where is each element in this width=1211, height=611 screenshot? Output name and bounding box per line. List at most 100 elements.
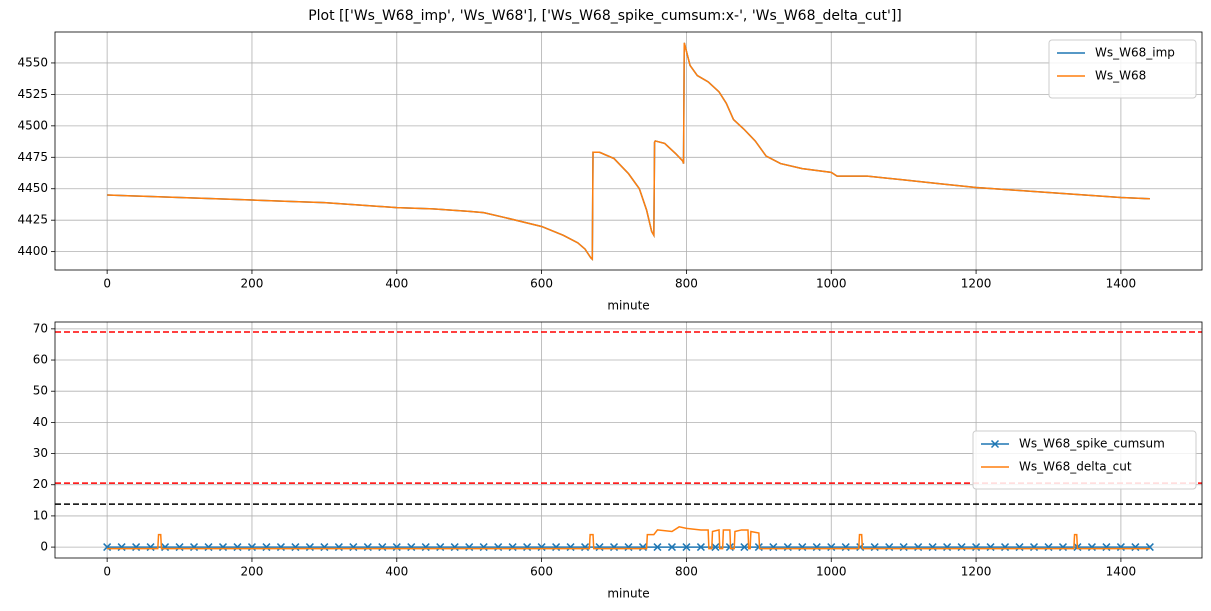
x-tick-label: 600: [530, 277, 553, 291]
point-marker: [305, 543, 314, 552]
point-marker: [479, 543, 488, 552]
point-marker: [334, 543, 343, 552]
point-marker: [103, 543, 112, 552]
point-marker: [595, 543, 604, 552]
plot-area: [107, 42, 1150, 261]
point-marker: [740, 543, 749, 552]
point-marker: [1044, 543, 1053, 552]
legend-label: Ws_W68_spike_cumsum: [1019, 437, 1165, 451]
y-tick-label: 20: [33, 477, 48, 491]
point-marker: [1145, 543, 1154, 552]
point-marker: [204, 543, 213, 552]
point-marker: [161, 543, 170, 552]
y-tick-label: 4475: [17, 150, 48, 164]
point-marker: [1102, 543, 1111, 552]
point-marker: [276, 543, 285, 552]
y-tick-label: 4425: [17, 213, 48, 227]
point-marker: [783, 543, 792, 552]
point-marker: [175, 543, 184, 552]
point-marker: [436, 543, 445, 552]
point-marker: [378, 543, 387, 552]
point-marker: [494, 543, 503, 552]
point-marker: [363, 543, 372, 552]
y-tick-label: 4525: [17, 87, 48, 101]
point-marker: [320, 543, 329, 552]
y-tick-label: 60: [33, 353, 48, 367]
point-marker: [247, 543, 256, 552]
x-tick-label: 0: [103, 277, 111, 291]
x-tick-label: 200: [241, 565, 264, 579]
point-marker: [899, 543, 908, 552]
point-marker: [552, 543, 561, 552]
point-marker: [609, 543, 619, 552]
point-marker: [1015, 543, 1024, 552]
x-tick-label: 400: [385, 565, 408, 579]
point-marker: [537, 543, 546, 552]
series-line: [107, 526, 1150, 550]
point-marker: [566, 543, 575, 552]
point-marker: [870, 543, 879, 552]
point-marker: [653, 543, 662, 552]
point-marker: [262, 543, 271, 552]
point-marker: [1116, 543, 1125, 552]
point-marker: [508, 543, 517, 552]
x-tick-label: 1400: [1106, 277, 1137, 291]
x-tick-label: 800: [675, 565, 698, 579]
y-tick-label: 70: [33, 321, 48, 335]
y-tick-label: 4450: [17, 181, 48, 195]
axes-frame: [54, 31, 1203, 271]
y-tick-label: 4550: [17, 55, 48, 69]
series-line: [107, 42, 1150, 261]
point-marker: [696, 543, 705, 552]
point-marker: [1131, 543, 1140, 552]
x-tick-label: 1200: [961, 565, 992, 579]
point-marker: [291, 543, 300, 552]
point-marker: [523, 543, 532, 552]
legend-label: Ws_W68: [1095, 69, 1146, 83]
point-marker: [957, 543, 966, 552]
x-axis-label: minute: [607, 587, 649, 601]
point-marker: [450, 543, 459, 552]
point-marker: [885, 543, 894, 552]
x-tick-label: 1400: [1106, 565, 1137, 579]
x-tick-label: 1200: [961, 277, 992, 291]
chart-title: Plot [['Ws_W68_imp', 'Ws_W68'], ['Ws_W68…: [308, 8, 902, 24]
legend-box: [1048, 39, 1197, 99]
x-tick-label: 800: [675, 277, 698, 291]
point-marker: [928, 543, 937, 552]
point-marker: [581, 543, 590, 552]
point-marker: [146, 543, 155, 552]
legend-label: Ws_W68_imp: [1095, 46, 1175, 60]
series-line: [107, 42, 1150, 261]
point-marker: [189, 543, 199, 552]
point-marker: [812, 543, 821, 552]
x-tick-label: 400: [385, 277, 408, 291]
point-marker: [914, 543, 923, 552]
point-marker: [711, 543, 720, 552]
y-tick-label: 0: [40, 540, 48, 554]
point-marker: [349, 543, 358, 552]
point-marker: [132, 543, 141, 552]
point-marker: [117, 543, 126, 552]
point-marker: [1001, 543, 1010, 552]
y-tick-label: 50: [33, 384, 48, 398]
x-axis-label: minute: [607, 299, 649, 313]
y-tick-label: 30: [33, 446, 48, 460]
point-marker: [827, 543, 836, 552]
point-marker: [407, 543, 416, 552]
point-marker: [218, 543, 228, 552]
y-tick-label: 4400: [17, 244, 48, 258]
point-marker: [465, 543, 474, 552]
point-marker: [943, 543, 952, 552]
point-marker: [986, 543, 995, 552]
x-tick-label: 1000: [816, 565, 847, 579]
y-tick-label: 40: [33, 415, 48, 429]
x-tick-label: 200: [241, 277, 264, 291]
x-tick-label: 600: [530, 565, 553, 579]
legend-marker: [990, 439, 1000, 449]
legend-label: Ws_W68_delta_cut: [1019, 460, 1132, 474]
point-marker: [624, 543, 633, 552]
point-marker: [638, 543, 648, 552]
legend-box: [972, 430, 1197, 490]
